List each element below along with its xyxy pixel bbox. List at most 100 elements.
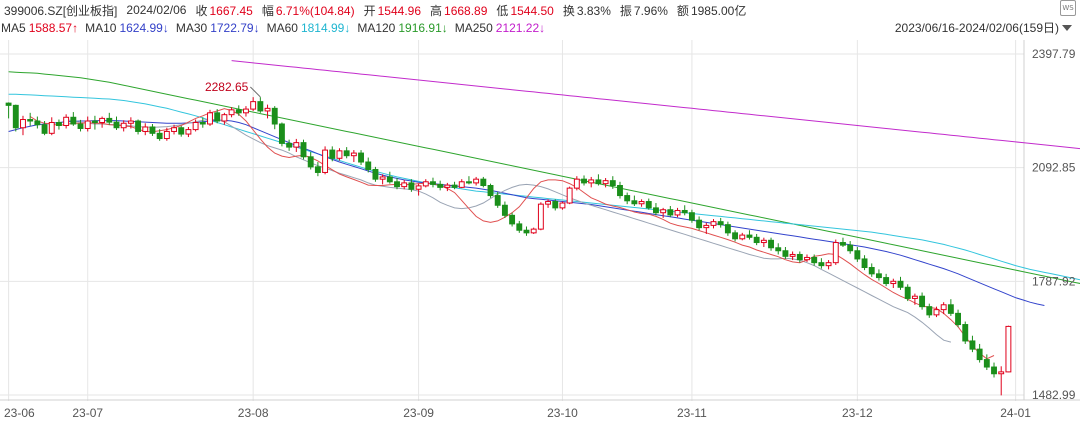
candle-body-down — [343, 150, 350, 157]
candle-body-down — [609, 180, 616, 187]
candlestick — [314, 162, 321, 177]
y-tick-label: 1482.99 — [1032, 388, 1076, 402]
candle-body-up — [545, 201, 552, 205]
candlestick — [465, 176, 472, 185]
candlestick — [228, 107, 235, 118]
candle-body-up — [221, 114, 228, 122]
candle-body-down — [278, 123, 285, 144]
candle-body-up — [63, 116, 70, 126]
candle-body-down — [358, 152, 364, 163]
candle-body-down — [631, 200, 638, 205]
candle-body-up — [127, 120, 134, 124]
candlestick — [127, 117, 134, 129]
candlestick — [336, 148, 343, 161]
candlestick — [257, 97, 264, 113]
candle-body-down — [113, 121, 120, 129]
candle-body-down — [991, 366, 997, 375]
turnover-value: 3.83% — [576, 3, 611, 18]
candlestick — [638, 199, 645, 207]
candlestick — [415, 183, 422, 196]
candle-body-down — [552, 201, 559, 209]
candlestick — [782, 247, 789, 259]
x-tick-label: 23-12 — [842, 406, 873, 420]
candlestick — [48, 117, 55, 136]
period-high-label: 2282.65 — [205, 80, 249, 94]
candlestick — [422, 179, 429, 188]
open-label: 开 — [363, 3, 376, 18]
candlestick — [358, 150, 364, 166]
candle-body-down — [696, 219, 703, 229]
y-tick-label: 1787.92 — [1032, 274, 1076, 288]
candlestick — [156, 129, 163, 141]
candlestick — [537, 202, 544, 231]
candle-body-down — [135, 120, 142, 132]
candle-body-up — [674, 209, 681, 216]
candlestick — [135, 119, 142, 135]
ma-legend-item: MA30 1722.79↓ — [175, 20, 260, 35]
candlestick — [933, 306, 940, 318]
candle-body-up — [142, 126, 149, 132]
candle-body-up — [703, 224, 710, 229]
candlestick — [890, 278, 897, 289]
candle-body-down — [27, 119, 34, 122]
candlestick — [84, 116, 91, 132]
ma60-line — [8, 93, 1080, 281]
candle-body-down — [595, 179, 602, 185]
candle-body-up — [804, 256, 810, 261]
candlestick — [955, 309, 961, 328]
candlestick — [523, 226, 530, 236]
candlestick — [27, 112, 34, 126]
date-range-selector[interactable]: 2023/06/16-2024/02/06(159日) — [895, 19, 1072, 36]
candle-body-down — [969, 340, 976, 350]
candle-body-down — [667, 209, 674, 216]
candle-body-down — [523, 229, 530, 234]
candlestick — [559, 201, 566, 210]
candle-body-up — [379, 176, 386, 180]
candlestick — [674, 207, 681, 218]
candle-body-up — [473, 178, 480, 184]
candlestick — [732, 230, 739, 242]
candlestick — [243, 106, 249, 117]
candlestick — [372, 166, 379, 182]
candlestick — [645, 198, 652, 210]
candle-body-up — [832, 242, 839, 264]
candlestick — [458, 179, 465, 189]
candle-body-up — [163, 130, 170, 140]
candlestick — [70, 112, 77, 126]
candlestick — [768, 237, 774, 251]
candle-body-down — [5, 102, 12, 106]
candlestick — [681, 205, 688, 216]
candlestick — [56, 119, 62, 130]
candle-body-down — [465, 181, 472, 184]
candle-body-down — [681, 209, 688, 214]
candle-body-down — [451, 184, 458, 188]
candle-body-up — [530, 228, 537, 234]
candle-body-down — [34, 120, 41, 126]
candlestick — [235, 105, 242, 116]
candlestick — [264, 104, 271, 119]
candlestick — [350, 150, 357, 163]
candlestick — [911, 293, 918, 305]
candlestick — [214, 109, 221, 124]
candlestick — [739, 232, 746, 241]
candlestick — [473, 176, 480, 186]
candle-body-down — [983, 359, 990, 368]
candlestick — [207, 109, 213, 126]
ma250-line — [231, 60, 1080, 150]
candlestick — [926, 303, 933, 318]
candle-body-down — [91, 120, 98, 124]
candlestick — [883, 273, 890, 287]
ma-legend-item: MA60 1814.99↓ — [266, 20, 351, 35]
candle-body-down — [257, 101, 264, 112]
candlestick — [696, 216, 703, 231]
candlestick — [653, 203, 659, 216]
candlestick — [487, 183, 494, 198]
candle-body-down — [365, 161, 372, 170]
candle-body-up — [998, 371, 1005, 375]
candle-body-down — [501, 204, 508, 216]
candle-body-up — [171, 127, 177, 132]
candlestick — [624, 192, 631, 205]
high-label: 高 — [430, 3, 443, 18]
amplitude-label: 振 — [619, 3, 632, 18]
